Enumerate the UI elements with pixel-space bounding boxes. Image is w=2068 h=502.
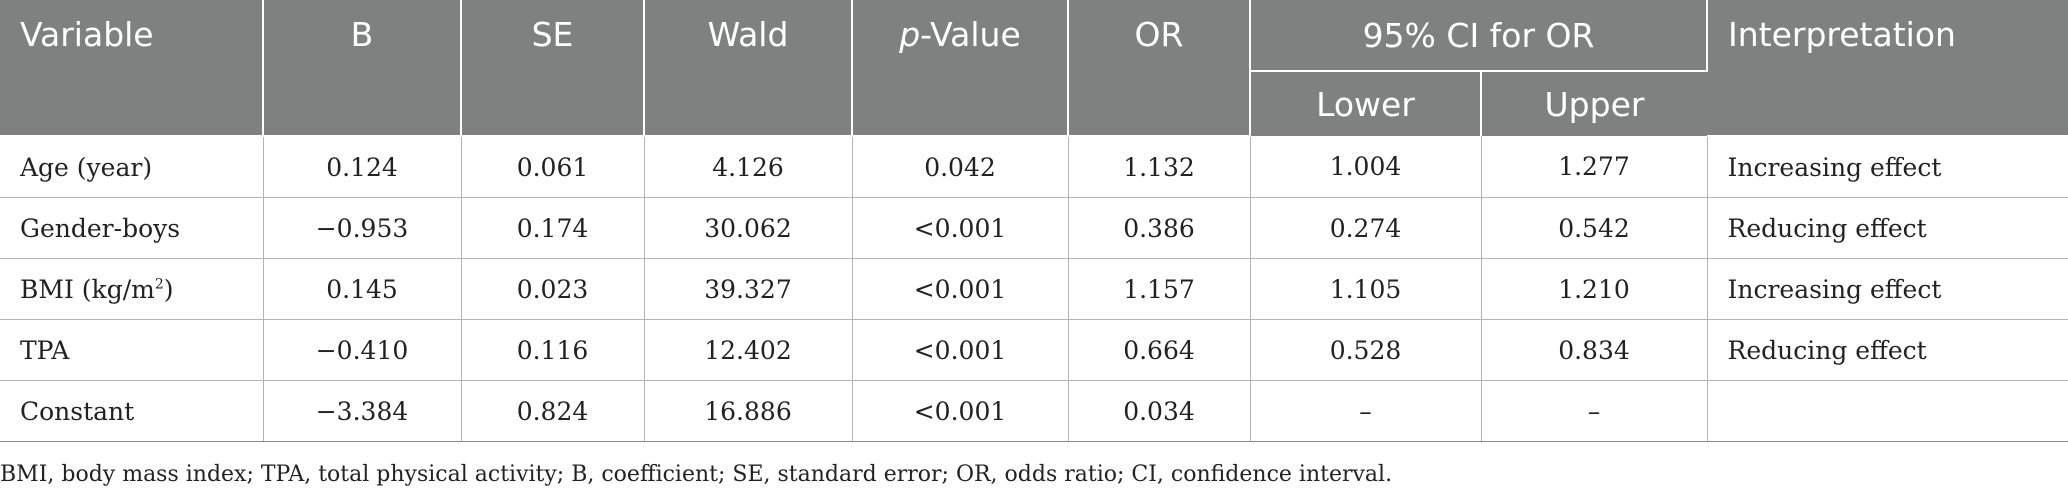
- variable-name: Age (year): [20, 152, 153, 182]
- header-row: Variable B SE Wald p-Value OR 95% CI for…: [0, 0, 2068, 137]
- cell-se: 0.023: [461, 258, 645, 320]
- cell-se: 0.824: [461, 380, 645, 442]
- col-header-se: SE: [461, 0, 645, 137]
- table-row: TPA −0.410 0.116 12.402 <0.001 0.664 0.528 0.83…: [0, 319, 2068, 381]
- col-header-variable: Variable: [0, 0, 264, 137]
- cell-se: 0.061: [461, 136, 645, 198]
- cell-lower: 1.105: [1250, 258, 1482, 320]
- cell-variable: Gender-boys: [0, 197, 264, 259]
- cell-variable: BMI (kg/m2): [0, 258, 264, 320]
- col-header-or: OR: [1068, 0, 1251, 137]
- cell-variable: Age (year): [0, 136, 264, 198]
- cell-upper: 0.542: [1481, 197, 1708, 259]
- cell-or: 0.386: [1068, 197, 1251, 259]
- p-value-label-rest: -Value: [920, 15, 1021, 54]
- variable-name: Gender-boys: [20, 213, 181, 243]
- cell-lower: 1.004: [1250, 136, 1482, 198]
- cell-b: 0.145: [263, 258, 462, 320]
- cell-interpretation: [1707, 380, 2068, 442]
- cell-wald: 39.327: [644, 258, 853, 320]
- cell-wald: 12.402: [644, 319, 853, 381]
- variable-name: Constant: [20, 396, 135, 426]
- variable-name: TPA: [20, 335, 70, 365]
- variable-name: BMI (kg/m: [20, 274, 155, 304]
- col-header-interpretation: Interpretation: [1707, 0, 2068, 137]
- regression-table: Variable B SE Wald p-Value OR 95% CI for…: [0, 0, 2068, 442]
- cell-upper: –: [1481, 380, 1708, 442]
- cell-interpretation: Reducing effect: [1707, 319, 2068, 381]
- table-row: Gender-boys −0.953 0.174 30.062 <0.001 0.386 0…: [0, 197, 2068, 259]
- cell-lower: –: [1250, 380, 1482, 442]
- cell-variable: TPA: [0, 319, 264, 381]
- subheader-row: Lower Upper: [0, 71, 2068, 136]
- cell-or: 1.157: [1068, 258, 1251, 320]
- col-header-b: B: [263, 0, 462, 137]
- cell-se: 0.174: [461, 197, 645, 259]
- col-header-p-value: p-Value: [852, 0, 1069, 137]
- table-row: Age (year) 0.124 0.061 4.126 0.042 1.132 1.004…: [0, 136, 2068, 198]
- cell-p: <0.001: [852, 197, 1069, 259]
- col-header-ci-lower: Lower: [1250, 71, 1482, 136]
- cell-wald: 4.126: [644, 136, 853, 198]
- variable-suffix: ): [163, 274, 174, 304]
- cell-or: 0.034: [1068, 380, 1251, 442]
- cell-b: −3.384: [263, 380, 462, 442]
- cell-p: <0.001: [852, 380, 1069, 442]
- col-header-wald: Wald: [644, 0, 853, 137]
- variable-superscript: 2: [154, 276, 164, 293]
- table-row: BMI (kg/m2) 0.145 0.023 39.327 <0.001 1.157 1.…: [0, 258, 2068, 320]
- table-body: Age (year) 0.124 0.061 4.126 0.042 1.132 1.004…: [0, 136, 2068, 442]
- cell-wald: 16.886: [644, 380, 853, 442]
- table-footnote: BMI, body mass index; TPA, total physica…: [0, 462, 1393, 487]
- col-header-ci-group: 95% CI for OR: [1250, 0, 1708, 72]
- cell-upper: 1.210: [1481, 258, 1708, 320]
- cell-or: 0.664: [1068, 319, 1251, 381]
- cell-p: <0.001: [852, 319, 1069, 381]
- cell-p: 0.042: [852, 136, 1069, 198]
- cell-interpretation: Increasing effect: [1707, 136, 2068, 198]
- table-row: Constant −3.384 0.824 16.886 <0.001 0.034– –: [0, 380, 2068, 442]
- col-header-ci-upper: Upper: [1481, 71, 1707, 136]
- cell-lower: 0.528: [1250, 319, 1482, 381]
- p-italic-label: p: [899, 15, 921, 54]
- cell-wald: 30.062: [644, 197, 853, 259]
- cell-b: −0.410: [263, 319, 462, 381]
- cell-variable: Constant: [0, 380, 264, 442]
- cell-or: 1.132: [1068, 136, 1251, 198]
- cell-interpretation: Reducing effect: [1707, 197, 2068, 259]
- cell-upper: 0.834: [1481, 319, 1708, 381]
- cell-upper: 1.277: [1481, 136, 1708, 198]
- cell-interpretation: Increasing effect: [1707, 258, 2068, 320]
- cell-p: <0.001: [852, 258, 1069, 320]
- cell-b: 0.124: [263, 136, 462, 198]
- cell-lower: 0.274: [1250, 197, 1482, 259]
- cell-b: −0.953: [263, 197, 462, 259]
- cell-se: 0.116: [461, 319, 645, 381]
